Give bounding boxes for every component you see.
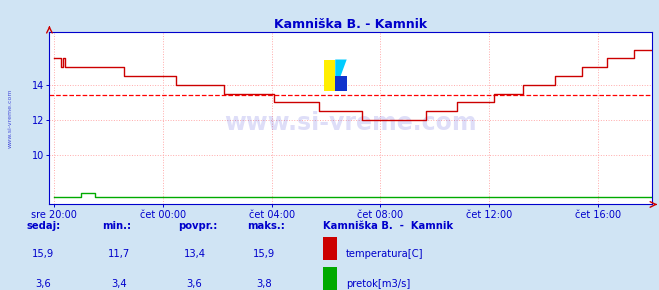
Text: 3,6: 3,6 — [186, 279, 202, 289]
Text: 3,8: 3,8 — [256, 279, 272, 289]
Text: 13,4: 13,4 — [183, 249, 206, 259]
Text: min.:: min.: — [102, 221, 131, 231]
Text: temperatura[C]: temperatura[C] — [346, 249, 424, 259]
Bar — [323, 267, 337, 290]
Text: www.si-vreme.com: www.si-vreme.com — [225, 111, 477, 135]
Text: Kamniška B.  -  Kamnik: Kamniška B. - Kamnik — [323, 221, 453, 231]
Text: povpr.:: povpr.: — [178, 221, 217, 231]
Title: Kamniška B. - Kamnik: Kamniška B. - Kamnik — [274, 18, 428, 31]
Text: sedaj:: sedaj: — [26, 221, 61, 231]
Text: 15,9: 15,9 — [252, 249, 275, 259]
Polygon shape — [335, 59, 347, 90]
Text: pretok[m3/s]: pretok[m3/s] — [346, 279, 410, 289]
Text: maks.:: maks.: — [247, 221, 285, 231]
Text: 15,9: 15,9 — [32, 249, 54, 259]
Bar — [324, 59, 335, 90]
Bar — [335, 76, 347, 90]
Text: 3,6: 3,6 — [35, 279, 51, 289]
Bar — [323, 237, 337, 260]
Text: www.si-vreme.com: www.si-vreme.com — [8, 88, 13, 148]
Text: 3,4: 3,4 — [111, 279, 127, 289]
Text: 11,7: 11,7 — [107, 249, 130, 259]
